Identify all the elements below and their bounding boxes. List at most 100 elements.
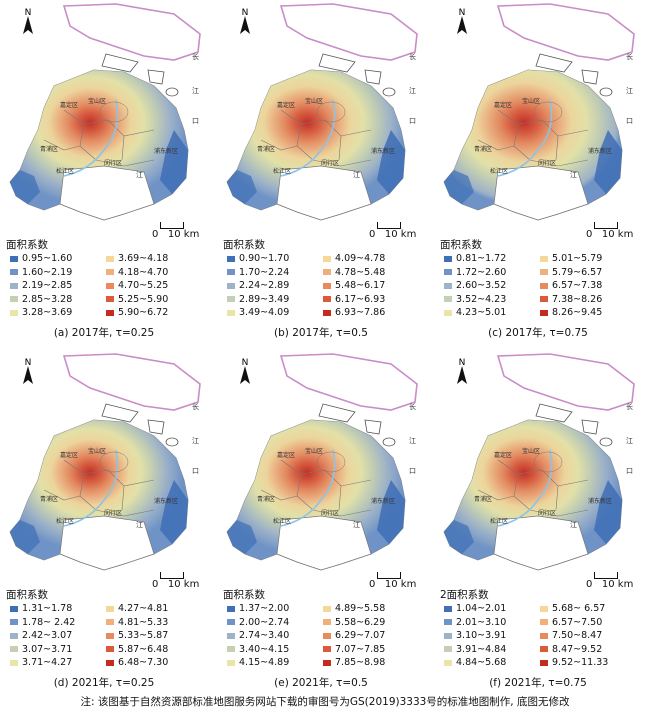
- legend-item: 1.60~2.19: [10, 267, 72, 278]
- legend-swatch: [227, 296, 235, 302]
- scale-bar: 0 10 km: [152, 222, 199, 240]
- panel-caption: (c) 2017年, τ=0.75: [488, 327, 588, 339]
- legend-swatch: [444, 255, 452, 262]
- map-label: 长: [626, 403, 633, 411]
- legend-swatch: [10, 646, 18, 652]
- legend-range: 1.37~2.00: [239, 603, 290, 614]
- legend-item: 5.01~5.79: [540, 253, 602, 264]
- legend-swatch: [323, 309, 331, 316]
- map-label: 嘉定区: [277, 452, 296, 459]
- panel-caption: (b) 2017年, τ=0.5: [274, 327, 368, 339]
- hengsha-island: [147, 419, 165, 435]
- map-label: 松江区: [273, 518, 292, 525]
- map-label: 江: [626, 87, 633, 95]
- chongming-island: [496, 3, 635, 61]
- map-label: 嘉定区: [60, 452, 79, 459]
- legend-range: 5.58~6.29: [335, 616, 386, 628]
- map-label: 浦东新区: [588, 498, 613, 505]
- map-label: 青浦区: [474, 146, 493, 153]
- legend-swatch: [323, 282, 331, 289]
- legend-range: 1.78~ 2.42: [22, 616, 76, 628]
- legend-range: 3.10~3.91: [456, 630, 507, 641]
- scale-label: 0 10 km: [152, 229, 200, 240]
- legend-range: 1.04~2.01: [456, 603, 507, 614]
- map-label: 江: [136, 171, 143, 179]
- map-label: 浦东新区: [371, 148, 396, 155]
- legend-range: 2.60~3.52: [456, 280, 507, 291]
- map-label: 嘉定区: [277, 102, 296, 109]
- map-label: 江: [136, 521, 143, 529]
- legend-swatch: [444, 619, 452, 625]
- legend-swatch: [10, 659, 18, 666]
- legend-swatch: [10, 255, 18, 262]
- hengsha-island: [147, 69, 165, 85]
- shanghai-map: [226, 3, 418, 221]
- legend-item: 5.33~5.87: [106, 630, 168, 641]
- huangpu-river: [280, 99, 336, 177]
- legend-swatch: [444, 296, 452, 302]
- legend-swatch: [540, 659, 548, 666]
- east-zone: [377, 130, 405, 194]
- legend-swatch: [540, 605, 548, 612]
- changxing-island: [318, 53, 356, 73]
- map-label: 江: [353, 521, 360, 529]
- legend-item: 7.07~7.85: [323, 644, 385, 655]
- panel-caption: (e) 2021年, τ=0.5: [274, 677, 368, 689]
- jiuduansha-shoal: [165, 87, 179, 97]
- map-label: 闵行区: [538, 510, 557, 517]
- legend-swatch: [540, 282, 548, 289]
- legend-range: 6.29~7.07: [335, 630, 386, 641]
- map-label: 浦东新区: [154, 498, 179, 505]
- jiuduansha-shoal: [599, 437, 613, 447]
- map-label: 宝山区: [522, 448, 541, 455]
- legend-range: 2.24~2.89: [239, 280, 290, 291]
- southern-districts: [59, 165, 155, 221]
- legend-range: 2.42~3.07: [22, 630, 73, 641]
- legend-swatch: [106, 632, 114, 639]
- legend-range: 4.27~4.81: [118, 603, 169, 614]
- hengsha-island: [364, 419, 382, 435]
- map-panel-f: N 长江口江浦东新区 闵行区 松江区 嘉定区 宝山区 青浦区 0 10 km 2面积系数 1.04…: [438, 350, 650, 700]
- legend-range: 4.15~4.89: [239, 657, 290, 668]
- legend-item: 5.79~6.57: [540, 267, 602, 278]
- map-label: 青浦区: [257, 146, 276, 153]
- map-label: 宝山区: [88, 448, 107, 455]
- scale-label: 0 10 km: [586, 579, 634, 590]
- legend-item: 6.57~7.50: [540, 617, 602, 628]
- legend-item: 0.95~1.60: [10, 253, 72, 264]
- legend-item: 4.09~4.78: [323, 253, 385, 264]
- legend-item: 8.26~9.45: [540, 307, 602, 318]
- north-label: N: [459, 358, 466, 368]
- map-label: 青浦区: [257, 496, 276, 503]
- map-label: 宝山区: [88, 98, 107, 105]
- figure-note: 注: 该图基于自然资源部标准地图服务网站下载的审图号为GS(2019)3333号…: [80, 696, 570, 708]
- changxing-island: [101, 403, 139, 423]
- legend-range: 5.48~6.17: [335, 280, 386, 291]
- map-label: 口: [626, 467, 633, 475]
- map-panel-b: N 长江口江浦东新区 闵行区 松江区 嘉定区 宝山区 青浦区 0 10 km 面积系数 0.90~…: [221, 0, 437, 350]
- legend-range: 4.84~5.68: [456, 657, 507, 668]
- legend-item: 2.74~3.40: [227, 630, 289, 641]
- map-label: 松江区: [490, 518, 509, 525]
- legend-swatch: [323, 619, 331, 625]
- legend-item: 2.19~2.85: [10, 280, 72, 291]
- east-zone: [594, 130, 622, 194]
- legend-range: 6.93~7.86: [335, 307, 386, 318]
- legend-range: 3.40~4.15: [239, 643, 290, 655]
- legend-swatch: [444, 269, 452, 275]
- legend-item: 1.78~ 2.42: [10, 617, 75, 628]
- map-label: 浦东新区: [371, 498, 396, 505]
- legend-range: 3.71~4.27: [22, 657, 73, 668]
- map-panel-e: N 长江口江浦东新区 闵行区 松江区 嘉定区 宝山区 青浦区 0 10 km 面积系数 1.37~…: [221, 350, 437, 700]
- legend-swatch: [227, 632, 235, 639]
- scale-bar: 0 10 km: [586, 572, 633, 590]
- legend-range: 1.60~2.19: [22, 266, 73, 278]
- map-label: 闵行区: [104, 160, 123, 167]
- legend-range: 1.70~2.24: [239, 266, 290, 278]
- legend-item: 2.85~3.28: [10, 294, 72, 305]
- legend-swatch: [106, 659, 114, 666]
- legend-title: 面积系数: [223, 239, 265, 251]
- legend-item: 5.87~6.48: [106, 644, 168, 655]
- legend-item: 3.52~4.23: [444, 294, 506, 305]
- north-label: N: [25, 358, 32, 368]
